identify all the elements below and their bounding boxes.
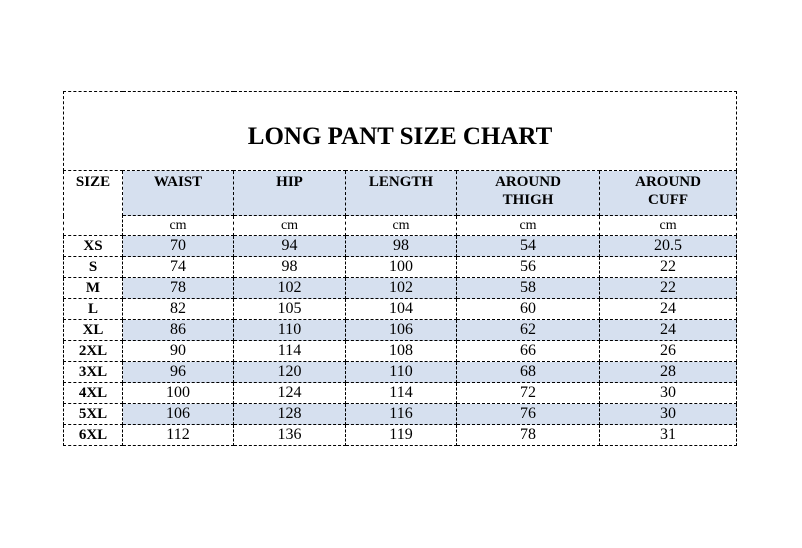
header-around-thigh: AROUND THIGH bbox=[456, 170, 600, 216]
value-cell: 128 bbox=[233, 403, 346, 425]
unit-label: cm bbox=[345, 215, 457, 236]
value-cell: 30 bbox=[598, 382, 738, 404]
value-cell: 62 bbox=[456, 319, 600, 341]
value-cell: 82 bbox=[122, 298, 234, 320]
value-cell: 100 bbox=[122, 382, 234, 404]
value-cell: 96 bbox=[122, 361, 234, 383]
value-cell: 136 bbox=[233, 424, 346, 446]
value-cell: 105 bbox=[233, 298, 346, 320]
value-cell: 119 bbox=[345, 424, 457, 446]
value-cell: 28 bbox=[598, 361, 738, 383]
value-cell: 116 bbox=[345, 403, 457, 425]
table-row: 2XL 90 114 108 66 26 bbox=[63, 340, 738, 362]
size-cell: 3XL bbox=[63, 361, 123, 383]
table-row: XL 86 110 106 62 24 bbox=[63, 319, 738, 341]
unit-label: cm bbox=[598, 215, 738, 236]
value-cell: 22 bbox=[598, 277, 738, 299]
value-cell: 78 bbox=[122, 277, 234, 299]
table-row: 5XL 106 128 116 76 30 bbox=[63, 403, 738, 425]
value-cell: 56 bbox=[456, 256, 600, 278]
value-cell: 86 bbox=[122, 319, 234, 341]
header-waist: WAIST bbox=[122, 170, 234, 216]
value-cell: 104 bbox=[345, 298, 457, 320]
value-cell: 98 bbox=[233, 256, 346, 278]
unit-label: cm bbox=[233, 215, 346, 236]
value-cell: 26 bbox=[598, 340, 738, 362]
value-cell: 114 bbox=[233, 340, 346, 362]
header-length: LENGTH bbox=[345, 170, 457, 216]
value-cell: 72 bbox=[456, 382, 600, 404]
table-row: L 82 105 104 60 24 bbox=[63, 298, 738, 320]
value-cell: 114 bbox=[345, 382, 457, 404]
header-size: SIZE bbox=[63, 170, 123, 236]
value-cell: 30 bbox=[598, 403, 738, 425]
table-row: XS 70 94 98 54 20.5 bbox=[63, 235, 738, 257]
value-cell: 112 bbox=[122, 424, 234, 446]
value-cell: 76 bbox=[456, 403, 600, 425]
value-cell: 68 bbox=[456, 361, 600, 383]
value-cell: 98 bbox=[345, 235, 457, 257]
value-cell: 66 bbox=[456, 340, 600, 362]
value-cell: 108 bbox=[345, 340, 457, 362]
size-cell: 6XL bbox=[63, 424, 123, 446]
value-cell: 110 bbox=[345, 361, 457, 383]
size-cell: XS bbox=[63, 235, 123, 257]
value-cell: 102 bbox=[345, 277, 457, 299]
value-cell: 90 bbox=[122, 340, 234, 362]
value-cell: 100 bbox=[345, 256, 457, 278]
unit-label: cm bbox=[456, 215, 600, 236]
size-cell: 2XL bbox=[63, 340, 123, 362]
size-chart-table: LONG PANT SIZE CHART SIZE WAIST HIP LENG… bbox=[62, 91, 738, 446]
table-row: S 74 98 100 56 22 bbox=[63, 256, 738, 278]
value-cell: 22 bbox=[598, 256, 738, 278]
size-cell: M bbox=[63, 277, 123, 299]
value-cell: 106 bbox=[122, 403, 234, 425]
header-hip: HIP bbox=[233, 170, 346, 216]
unit-label: cm bbox=[122, 215, 234, 236]
table-row: M 78 102 102 58 22 bbox=[63, 277, 738, 299]
value-cell: 60 bbox=[456, 298, 600, 320]
value-cell: 31 bbox=[598, 424, 738, 446]
value-cell: 124 bbox=[233, 382, 346, 404]
value-cell: 102 bbox=[233, 277, 346, 299]
size-cell: S bbox=[63, 256, 123, 278]
value-cell: 58 bbox=[456, 277, 600, 299]
size-cell: 4XL bbox=[63, 382, 123, 404]
value-cell: 106 bbox=[345, 319, 457, 341]
header-around-cuff: AROUND CUFF bbox=[598, 170, 738, 216]
value-cell: 74 bbox=[122, 256, 234, 278]
chart-title: LONG PANT SIZE CHART bbox=[62, 91, 738, 171]
table-row: 3XL 96 120 110 68 28 bbox=[63, 361, 738, 383]
value-cell: 24 bbox=[598, 319, 738, 341]
size-cell: XL bbox=[63, 319, 123, 341]
value-cell: 70 bbox=[122, 235, 234, 257]
value-cell: 94 bbox=[233, 235, 346, 257]
table-row: 6XL 112 136 119 78 31 bbox=[63, 424, 738, 446]
value-cell: 54 bbox=[456, 235, 600, 257]
value-cell: 20.5 bbox=[598, 235, 738, 257]
value-cell: 24 bbox=[598, 298, 738, 320]
value-cell: 120 bbox=[233, 361, 346, 383]
value-cell: 78 bbox=[456, 424, 600, 446]
size-cell: L bbox=[63, 298, 123, 320]
value-cell: 110 bbox=[233, 319, 346, 341]
table-row: 4XL 100 124 114 72 30 bbox=[63, 382, 738, 404]
size-cell: 5XL bbox=[63, 403, 123, 425]
